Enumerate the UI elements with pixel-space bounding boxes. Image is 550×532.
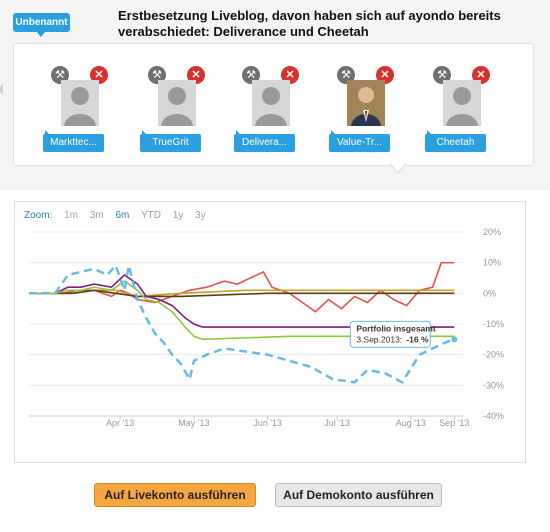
y-tick-label: -20%: [483, 350, 504, 360]
tooltip-point: [451, 336, 458, 343]
wrench-icon[interactable]: ⚒: [242, 66, 260, 84]
tooltip-value: -16 %: [406, 334, 429, 344]
tooltip-date: 3.Sep.2013:: [356, 334, 402, 344]
close-icon[interactable]: ✕: [281, 66, 299, 84]
series-line-5: [29, 263, 455, 384]
x-tick-label: Aug '13: [396, 418, 426, 428]
member-name-tag[interactable]: Delivera...: [234, 134, 295, 152]
wrench-icon[interactable]: ⚒: [51, 66, 69, 84]
y-tick-label: -40%: [483, 411, 504, 421]
execute-live-account-button[interactable]: Auf Livekonto ausführen: [94, 483, 256, 507]
x-tick-label: Jun '13: [253, 418, 282, 428]
member-name-tag[interactable]: TrueGrit: [140, 134, 201, 152]
series-line-3: [29, 273, 455, 328]
wrench-icon[interactable]: ⚒: [433, 66, 451, 84]
series-line-2: [29, 289, 455, 298]
tooltip-title: Portfolio insgesamt: [356, 323, 436, 333]
line-chart-svg[interactable]: 20% 10% 0% -10% -20% -30% -40% Apr '13 May '13 Ju…: [15, 202, 525, 462]
name-tag-pointer: [142, 130, 147, 135]
member-name-tag[interactable]: Cheetah: [425, 134, 486, 152]
zoom-option-1y[interactable]: 1y: [172, 210, 184, 221]
close-icon[interactable]: ✕: [187, 66, 205, 84]
zoom-controls: Zoom: 1m 3m 6m YTD 1y 3y: [24, 210, 215, 224]
member-name-tag[interactable]: Markttec...: [43, 134, 104, 152]
name-tag-pointer: [331, 130, 336, 135]
series-line-0: [29, 261, 455, 313]
zoom-option-3m[interactable]: 3m: [89, 210, 104, 221]
person-silhouette-icon: [61, 80, 99, 126]
person-silhouette-icon: [252, 80, 290, 126]
y-tick-label: 10%: [483, 258, 501, 268]
zoom-option-3y[interactable]: 3y: [195, 210, 206, 221]
scroll-left-icon[interactable]: [0, 84, 3, 94]
member-card: ⚒ ✕ Cheetah: [423, 66, 491, 156]
wrench-icon[interactable]: ⚒: [337, 66, 355, 84]
zoom-option-ytd[interactable]: YTD: [141, 210, 162, 221]
y-tick-label: 0%: [483, 288, 496, 298]
name-tag-pointer: [427, 130, 432, 135]
person-silhouette-icon: [443, 80, 481, 126]
name-tag-pointer: [236, 130, 241, 135]
member-card: ⚒ ✕ Markttec...: [41, 66, 109, 156]
x-tick-label: Sep '13: [439, 418, 469, 428]
x-tick-label: Apr '13: [106, 418, 134, 428]
series-line-4: [29, 280, 455, 341]
chart-tooltip: [349, 320, 431, 348]
wrench-icon[interactable]: ⚒: [148, 66, 166, 84]
member-card: ⚒ ✕ Value-Tr...: [327, 66, 395, 156]
x-tick-label: Jul '13: [324, 418, 350, 428]
member-card: ⚒ ✕ TrueGrit: [138, 66, 206, 156]
close-icon[interactable]: ✕: [376, 66, 394, 84]
close-icon[interactable]: ✕: [472, 66, 490, 84]
execute-demo-account-button[interactable]: Auf Demokonto ausführen: [275, 483, 442, 507]
name-tag-pointer: [45, 130, 50, 135]
zoom-option-1m[interactable]: 1m: [64, 210, 79, 221]
zoom-label: Zoom:: [24, 210, 53, 221]
y-tick-label: -10%: [483, 319, 504, 329]
member-card: ⚒ ✕ Delivera...: [232, 66, 300, 156]
zoom-option-6m[interactable]: 6m: [115, 210, 130, 221]
members-panel: ⚒ ✕ Markttec... ⚒ ✕ TrueGrit ⚒ ✕ Deliver…: [13, 43, 534, 166]
member-name-tag[interactable]: Value-Tr...: [329, 134, 390, 152]
performance-chart: Zoom: 1m 3m 6m YTD 1y 3y 20% 10% 0% -10% -20…: [14, 201, 526, 463]
person-silhouette-icon: [158, 80, 196, 126]
portfolio-name-badge[interactable]: Unbenannt: [13, 13, 70, 32]
panel-pointer-inner: [390, 163, 406, 172]
y-tick-label: 20%: [483, 227, 501, 237]
x-tick-label: May '13: [178, 418, 209, 428]
badge-pointer: [36, 31, 46, 37]
portfolio-description: Erstbesetzung Liveblog, davon haben sich…: [118, 8, 501, 39]
y-tick-label: -30%: [483, 380, 504, 390]
portrait-photo: [347, 80, 385, 126]
close-icon[interactable]: ✕: [90, 66, 108, 84]
